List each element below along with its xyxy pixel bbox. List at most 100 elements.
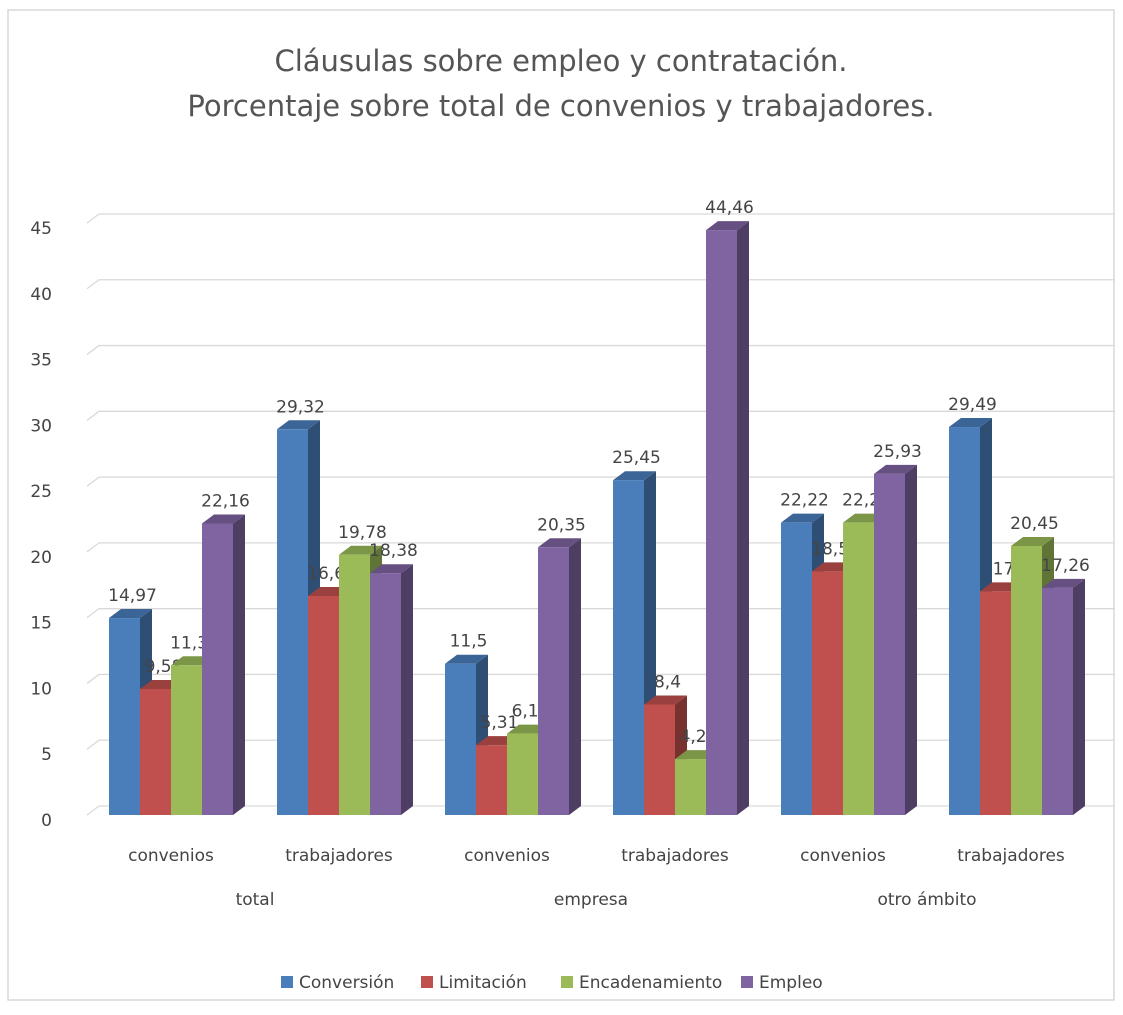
data-label: 11,5: [450, 632, 488, 652]
x-tick-label: convenios: [800, 846, 886, 866]
data-label: 29,49: [948, 395, 997, 415]
bar-top: [1011, 536, 1054, 546]
bar-top: [277, 420, 320, 430]
bar: [476, 745, 507, 815]
bar-side: [569, 538, 581, 815]
data-label: 44,46: [705, 198, 754, 218]
x-tick-label: convenios: [464, 846, 550, 866]
bar-top: [874, 464, 917, 474]
bar: [308, 595, 339, 815]
bar: [339, 554, 370, 815]
y-tick-label: 15: [30, 614, 52, 634]
chart-title: Porcentaje sobre total de convenios y tr…: [187, 89, 934, 123]
bar-side: [737, 221, 749, 815]
data-label: 18,38: [369, 541, 418, 561]
bar: [538, 547, 569, 815]
y-tick-label: 5: [41, 745, 52, 765]
data-label: 8,4: [654, 672, 681, 692]
bar-top: [644, 695, 687, 705]
bar: [1042, 587, 1073, 815]
y-tick-label: 20: [30, 548, 52, 568]
data-label: 17,26: [1041, 556, 1090, 576]
grid-line: [86, 608, 1115, 619]
grid-line: [86, 213, 1115, 224]
bar-side: [233, 514, 245, 815]
bar-top: [109, 609, 152, 619]
y-tick-label: 30: [30, 416, 52, 436]
data-label: 14,97: [108, 586, 157, 606]
bar-top: [613, 471, 656, 481]
data-label: 5,31: [481, 713, 519, 733]
bar: [843, 522, 874, 815]
y-tick-label: 40: [30, 285, 52, 305]
group-label: total: [236, 890, 275, 910]
bar: [781, 522, 812, 815]
legend-label: Encadenamiento: [579, 973, 722, 993]
data-label: 25,45: [612, 448, 661, 468]
bar-top: [445, 654, 488, 664]
bar-side: [401, 564, 413, 815]
bar-top: [370, 564, 413, 574]
bar-top: [1042, 578, 1085, 588]
data-label: 29,32: [276, 397, 325, 417]
data-label: 22,22: [780, 491, 829, 511]
bar-top: [339, 545, 382, 555]
y-tick-label: 10: [30, 679, 52, 699]
bar: [109, 618, 140, 815]
legend-swatch: [741, 976, 753, 988]
bar: [370, 573, 401, 815]
legend-label: Empleo: [759, 973, 823, 993]
data-label: 25,93: [873, 442, 922, 462]
grid-line: [86, 476, 1115, 487]
x-tick-label: trabajadores: [285, 846, 393, 866]
y-tick-label: 35: [30, 351, 52, 371]
bar: [202, 523, 233, 815]
legend-label: Limitación: [439, 973, 527, 993]
legend-swatch: [421, 976, 433, 988]
bar: [644, 704, 675, 815]
group-label: otro ámbito: [877, 890, 976, 910]
bar: [980, 591, 1011, 815]
grid-line: [86, 673, 1115, 684]
data-label: 19,78: [338, 523, 387, 543]
bar-top: [538, 538, 581, 548]
x-tick-label: convenios: [128, 846, 214, 866]
y-tick-label: 25: [30, 482, 52, 502]
y-tick-label: 45: [30, 219, 52, 239]
data-label: 20,45: [1010, 514, 1059, 534]
bar-top: [949, 418, 992, 428]
bar: [171, 665, 202, 815]
data-label: 17: [993, 559, 1015, 579]
bar-side: [1073, 578, 1085, 815]
x-tick-label: trabajadores: [621, 846, 729, 866]
bar: [949, 427, 980, 815]
legend-swatch: [281, 976, 293, 988]
grid-line: [86, 542, 1115, 553]
grid-line: [86, 344, 1115, 356]
bar: [706, 230, 737, 815]
legend-swatch: [561, 976, 573, 988]
group-label: empresa: [554, 890, 628, 910]
bar-side: [905, 464, 917, 815]
bar: [277, 429, 308, 815]
x-tick-label: trabajadores: [957, 846, 1065, 866]
legend-label: Conversión: [299, 973, 394, 993]
bar-top: [202, 514, 245, 524]
data-label: 20,35: [537, 515, 586, 535]
data-label: 22,16: [201, 491, 250, 511]
grid-line: [86, 279, 1115, 290]
bar: [140, 688, 171, 815]
bar: [445, 663, 476, 815]
bar: [613, 480, 644, 815]
bar-top: [781, 513, 824, 523]
bar: [1011, 545, 1042, 815]
bar: [812, 571, 843, 815]
chart-border: [7, 9, 1115, 1001]
bar: [874, 473, 905, 815]
grid-line: [86, 739, 1115, 750]
y-tick-label: 0: [41, 811, 52, 831]
chart-title: Cláusulas sobre empleo y contratación.: [274, 44, 847, 78]
bar: [675, 759, 706, 815]
grid-line: [86, 410, 1115, 421]
